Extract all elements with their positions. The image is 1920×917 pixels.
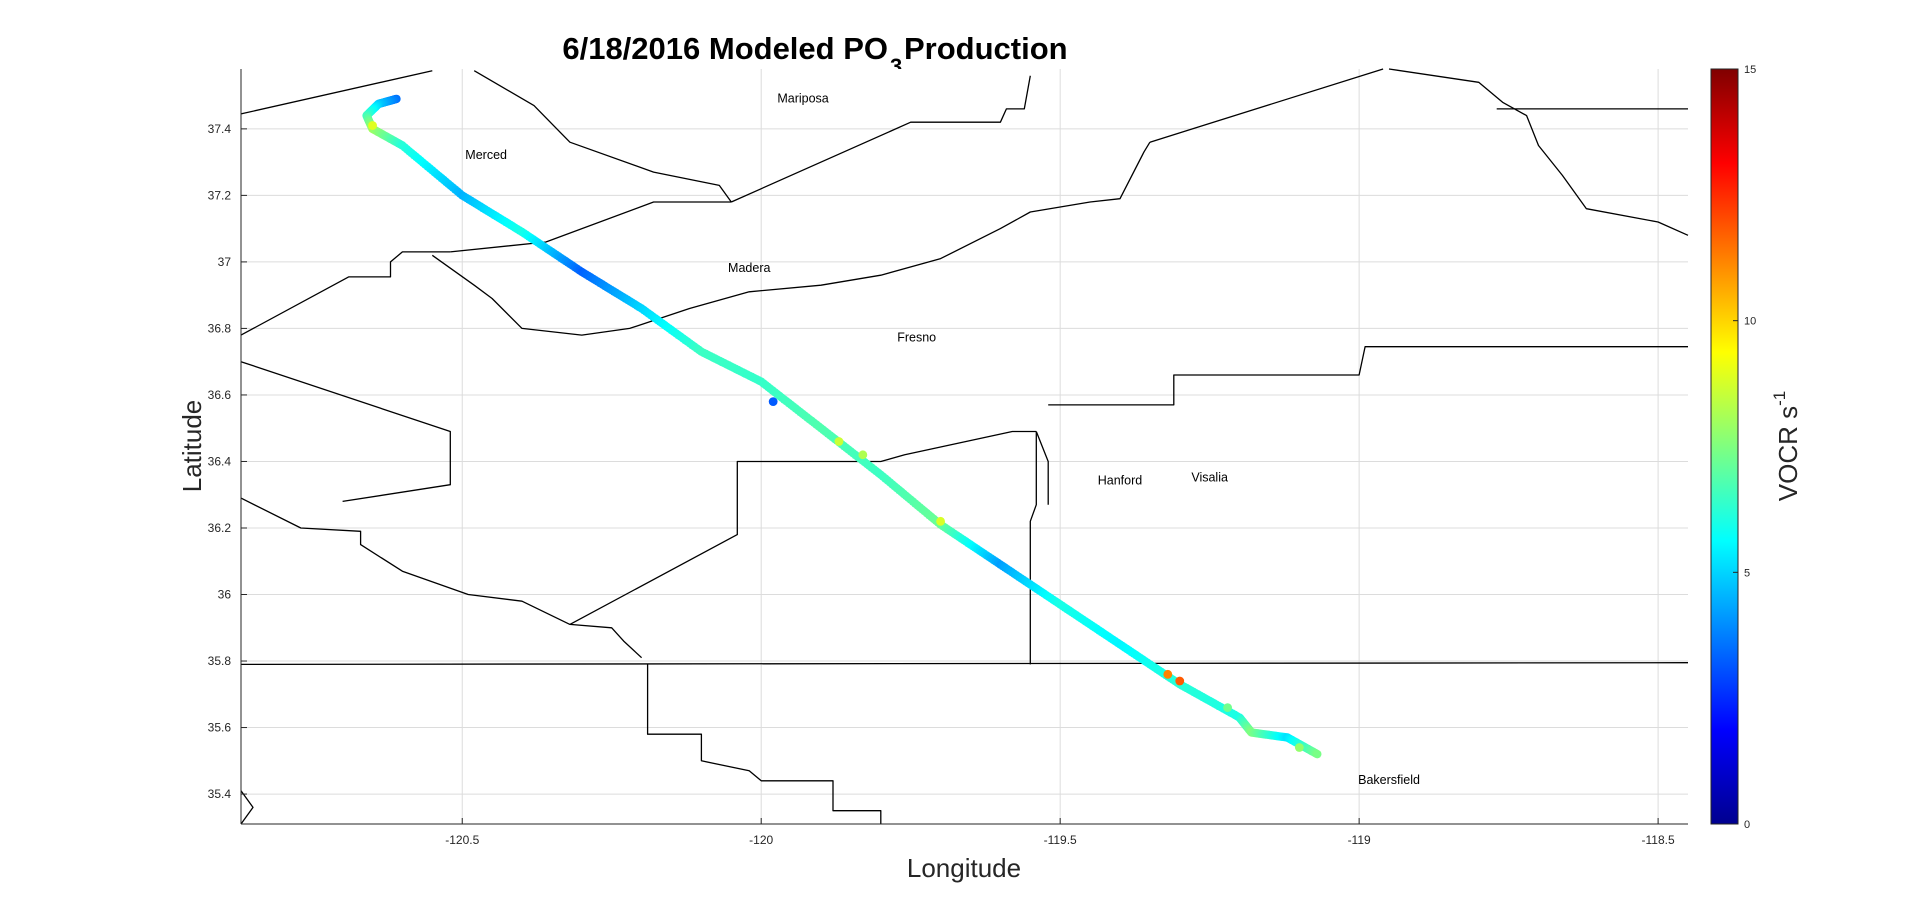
county-boundary: [569, 430, 1037, 625]
county-label: Mariposa: [777, 91, 828, 105]
county-boundaries: [240, 68, 1689, 825]
county-labels: Mariposa Merced Madera Fresno Hanford Visalia…: [465, 91, 1420, 787]
y-tick-label: 37.2: [208, 188, 232, 202]
track-point: [1175, 676, 1185, 686]
y-tick-label: 35.8: [208, 654, 232, 668]
colorbar-label-text: VOCR s: [1773, 406, 1803, 501]
county-boundary: [240, 251, 451, 336]
axes-lines: [240, 69, 1688, 825]
county-boundary: [1149, 68, 1384, 143]
x-tick-label: -120.5: [445, 833, 479, 847]
county-boundary: [240, 361, 451, 503]
flight-track: [362, 94, 1322, 759]
county-boundary: [1388, 68, 1689, 236]
x-axis-label: Longitude: [907, 853, 1021, 883]
y-ticks: 35.4 35.6 35.8 36 36.2 36.4 36.6 36.8 37 37.2 37.4: [208, 122, 247, 801]
grid: [241, 69, 1688, 824]
y-tick-label: 36: [218, 588, 232, 602]
x-tick-label: -119: [1348, 833, 1371, 847]
county-label: Hanford: [1098, 474, 1143, 488]
x-tick-label: -119.5: [1044, 833, 1077, 847]
chart-title: 6/18/2016 Modeled PO: [562, 31, 888, 66]
y-tick-label: 35.6: [208, 721, 232, 735]
y-tick-label: 36.6: [208, 388, 232, 402]
track-point: [1223, 703, 1232, 712]
colorbar-label: VOCR s-1: [1770, 391, 1803, 501]
colorbar-tick-label: 0: [1744, 819, 1750, 831]
county-label: Merced: [465, 148, 507, 162]
chart-title-suffix: Production: [904, 31, 1068, 66]
track-point: [936, 516, 945, 526]
colorbar-tick-label: 15: [1744, 64, 1756, 76]
y-tick-label: 37: [218, 255, 232, 269]
y-tick-label: 37.4: [208, 122, 232, 136]
x-ticks: -120.5 -120 -119.5 -119 -118.5: [445, 818, 1675, 847]
county-boundary: [1035, 431, 1049, 505]
track-point: [1313, 749, 1322, 759]
colorbar: 0 5 10 15: [1710, 64, 1756, 831]
colorbar-ticks: 0 5 10 15: [1733, 64, 1756, 831]
track-point: [1163, 669, 1173, 679]
y-tick-label: 36.4: [208, 454, 232, 468]
county-label: Fresno: [897, 331, 936, 345]
county-boundary: [240, 662, 1689, 666]
county-label: Madera: [728, 261, 770, 275]
county-boundary: [473, 70, 732, 203]
track-point: [1294, 743, 1304, 752]
y-axis-label: Latitude: [177, 400, 207, 493]
y-tick-label: 36.8: [208, 321, 232, 335]
plot-background: [241, 69, 1688, 824]
plot-area: Mariposa Merced Madera Fresno Hanford Visalia…: [208, 68, 1689, 847]
county-boundary: [1029, 431, 1037, 665]
county-boundary: [1048, 346, 1688, 406]
x-tick-label: -120: [749, 833, 773, 847]
y-tick-label: 35.4: [208, 787, 232, 801]
track-point: [368, 121, 377, 130]
county-boundary: [240, 790, 254, 825]
colorbar-gradient: [1710, 68, 1739, 825]
track-point: [834, 437, 844, 446]
track-point: [858, 450, 868, 460]
county-label: Visalia: [1191, 470, 1228, 484]
y-tick-label: 36.2: [208, 521, 232, 535]
county-boundary: [646, 664, 882, 824]
colorbar-tick-label: 10: [1744, 316, 1756, 328]
colorbar-label-superscript: -1: [1770, 391, 1789, 406]
colorbar-tick-label: 5: [1744, 567, 1750, 579]
county-boundary: [450, 201, 732, 253]
county-boundary: [731, 75, 1031, 203]
x-tick-label: -118.5: [1642, 833, 1675, 847]
county-label: Bakersfield: [1358, 773, 1420, 787]
county-boundary: [240, 70, 433, 115]
county-boundary: [431, 141, 1151, 336]
track-point: [768, 397, 778, 406]
county-boundary: [240, 497, 643, 659]
